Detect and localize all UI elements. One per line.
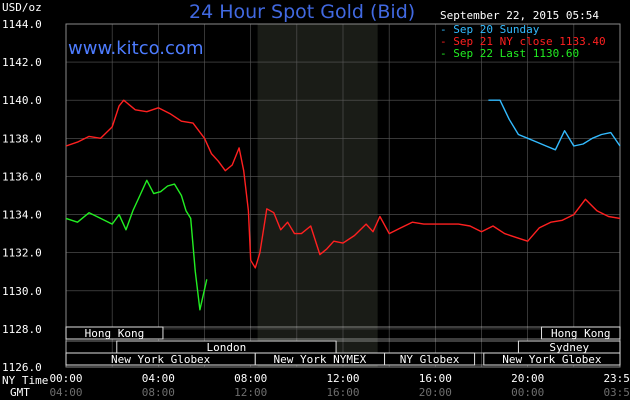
x-tick-label-gmt: 20:00 — [419, 386, 452, 399]
y-tick-label: 1136.0 — [2, 170, 42, 183]
legend-entry-sep22: - Sep 22 Last 1130.60 — [440, 47, 579, 60]
gmt-label: GMT — [10, 386, 30, 399]
y-tick-label: 1128.0 — [2, 323, 42, 336]
session-label: New York Globex — [502, 353, 602, 366]
y-tick-label: 1144.0 — [2, 18, 42, 31]
session-bar — [483, 352, 621, 366]
datetime-stamp: September 22, 2015 05:54 — [440, 9, 599, 22]
plot-frame — [65, 23, 621, 368]
price-series — [65, 99, 621, 311]
y-tick-label: 1138.0 — [2, 132, 42, 145]
x-tick-label-ny: 08:00 — [234, 372, 267, 385]
session-bar — [384, 352, 476, 366]
series-line-0 — [65, 99, 621, 269]
legend-label-sep22: Sep 22 Last 1130.60 — [453, 47, 579, 60]
session-label: Hong Kong — [551, 327, 611, 340]
legend-entry-sep20: - Sep 20 Sunday — [440, 23, 540, 36]
website-watermark: www.kitco.com — [68, 38, 203, 59]
legend-entry-sep21: - Sep 21 NY close 1133.40 — [440, 35, 606, 48]
y-tick-label: 1126.0 — [2, 361, 42, 374]
series-line-1 — [488, 99, 621, 151]
session-label: Hong Kong — [85, 327, 145, 340]
x-tick-label-gmt: 04:00 — [49, 386, 82, 399]
x-tick-label-gmt: 08:00 — [142, 386, 175, 399]
session-label: NY Globex — [400, 353, 460, 366]
unit-label: USD/oz — [2, 1, 42, 14]
x-tick-label-gmt: 16:00 — [326, 386, 359, 399]
x-tick-label-ny: 04:00 — [142, 372, 175, 385]
x-tick-labels: 00:0004:0004:0008:0008:0012:0012:0016:00… — [49, 372, 630, 399]
x-tick-label-ny: 20:00 — [511, 372, 544, 385]
legend: - Sep 20 Sunday - Sep 21 NY close 1133.4… — [440, 23, 606, 60]
session-bar — [65, 326, 164, 340]
series-line-2 — [65, 179, 208, 311]
ny-time-label: NY Time — [2, 374, 48, 387]
session-bar — [541, 326, 621, 340]
legend-label-sep20: Sep 20 Sunday — [453, 23, 539, 36]
y-tick-label: 1130.0 — [2, 285, 42, 298]
y-tick-labels: 1126.0 1128.0 1130.0 1132.0 1134.0 1136.0 1138… — [2, 18, 42, 374]
y-tick-label: 1140.0 — [2, 94, 42, 107]
x-tick-label-gmt: 03:59 — [603, 386, 630, 399]
session-label: New York NYMEX — [274, 353, 367, 366]
chart-title: 24 Hour Spot Gold (Bid) — [189, 1, 415, 23]
legend-label-sep21: Sep 21 NY close 1133.40 — [453, 35, 605, 48]
x-tick-label-ny: 23:59 — [603, 372, 630, 385]
session-label: New York Globex — [111, 353, 211, 366]
x-tick-label-gmt: 12:00 — [234, 386, 267, 399]
x-tick-label-ny: 12:00 — [326, 372, 359, 385]
x-tick-label-ny: 16:00 — [419, 372, 452, 385]
session-label: London — [207, 341, 247, 354]
y-tick-label: 1132.0 — [2, 247, 42, 260]
y-tick-label: 1134.0 — [2, 209, 42, 222]
x-tick-label-ny: 00:00 — [49, 372, 82, 385]
y-tick-label: 1142.0 — [2, 56, 42, 69]
x-tick-label-gmt: 00:00 — [511, 386, 544, 399]
session-label: Sydney — [549, 341, 589, 354]
nymex-shaded-region — [257, 24, 378, 367]
